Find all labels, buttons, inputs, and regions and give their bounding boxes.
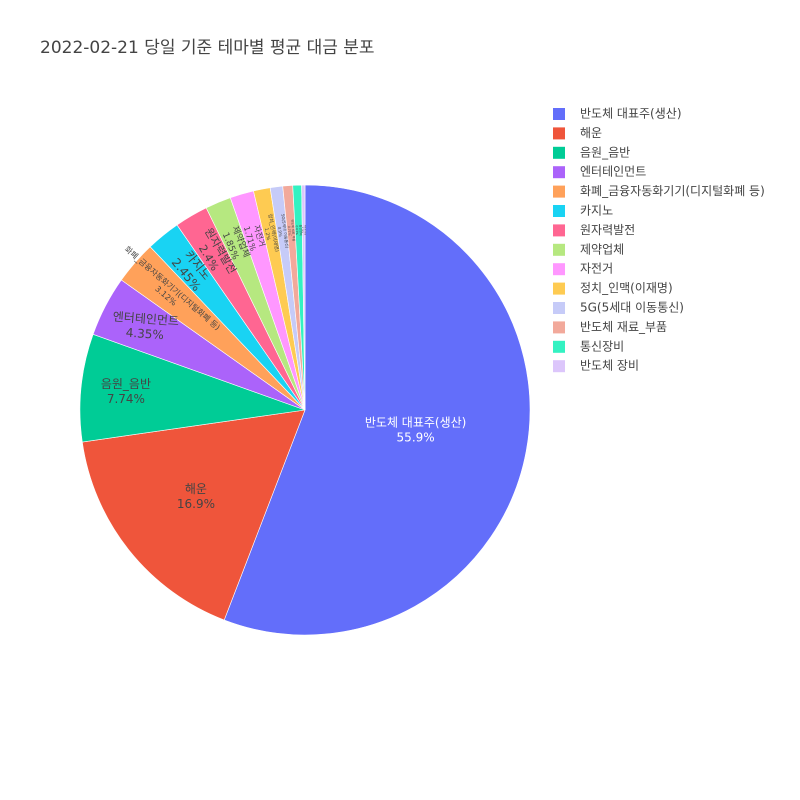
slice-label-group-13: 반도체 장비0.24%: [301, 225, 308, 235]
legend-item-4[interactable]: 화폐_금융자동화기기(디지털화폐 등): [553, 184, 765, 198]
slice-label-name: 반도체 재료_부품: [290, 219, 297, 241]
legend-item-8[interactable]: 자전거: [553, 262, 613, 276]
slice-label-name: 반도체 장비: [303, 225, 307, 235]
legend-item-10[interactable]: 5G(5세대 이동통신): [553, 301, 684, 315]
legend-swatch: [553, 224, 565, 237]
legend-swatch: [553, 302, 565, 314]
slice-label-name: 음원_음반: [101, 377, 151, 391]
legend-label: 반도체 재료_부품: [580, 320, 667, 334]
slice-label-value: 0.63%: [295, 225, 299, 235]
legend-item-9[interactable]: 정치_인맥(이재명): [553, 281, 673, 295]
legend-label: 엔터테인먼트: [580, 165, 646, 179]
slice-label-name: 5G(5세대 이동통신): [280, 213, 290, 249]
legend-swatch: [553, 340, 565, 353]
chart-title: 2022-02-21 당일 기준 테마별 평균 대금 분포: [40, 38, 375, 58]
legend-item-12[interactable]: 통신장비: [553, 339, 624, 353]
legend-swatch: [553, 127, 565, 140]
slice-label-group-11: 반도체 재료_부품0.71%: [287, 219, 297, 241]
legend-item-2[interactable]: 음원_음반: [553, 145, 630, 159]
legend-swatch: [553, 146, 565, 159]
legend-swatch: [553, 243, 565, 256]
pie-slice-2[interactable]: [79, 333, 306, 443]
slice-label-value: 1.2%: [263, 227, 271, 241]
legend-item-1[interactable]: 해운: [553, 126, 602, 140]
slice-label-group-0: 반도체 대표주(생산)55.9%: [365, 416, 467, 445]
legend-item-13[interactable]: 반도체 장비: [553, 359, 639, 373]
pie-slice-1[interactable]: [81, 409, 306, 621]
legend-label: 원자력발전: [580, 223, 635, 237]
pie-slices: [79, 184, 531, 636]
legend-label: 반도체 대표주(생산): [580, 107, 682, 121]
legend-label: 반도체 장비: [580, 359, 639, 373]
legend-swatch: [553, 205, 565, 217]
legend-item-11[interactable]: 반도체 재료_부품: [553, 320, 667, 334]
legend-item-3[interactable]: 엔터테인먼트: [553, 165, 646, 179]
legend-label: 해운: [580, 126, 602, 140]
slice-label-group-2: 음원_음반7.74%: [101, 377, 151, 406]
legend-swatch: [553, 166, 565, 179]
legend-swatch: [553, 263, 565, 276]
slice-label-value: 55.9%: [397, 430, 435, 444]
legend-label: 화폐_금융자동화기기(디지털화폐 등): [580, 184, 765, 198]
legend-item-5[interactable]: 카지노: [553, 204, 613, 218]
slice-label-value: 0.24%: [301, 227, 303, 233]
slice-label-name: 엔터테인먼트: [112, 310, 179, 329]
legend-swatch: [553, 360, 565, 373]
slice-label-value: 0.9%: [277, 226, 283, 237]
slice-label-value: 4.35%: [125, 326, 164, 343]
legend-swatch: [553, 321, 565, 334]
legend-label: 카지노: [580, 204, 613, 218]
slice-label-name: 해운: [185, 482, 207, 496]
legend-item-0[interactable]: 반도체 대표주(생산): [553, 107, 682, 121]
legend-label: 통신장비: [580, 339, 624, 353]
legend-swatch: [553, 108, 565, 120]
legend-swatch: [553, 185, 565, 198]
slice-label-value: 0.71%: [287, 226, 292, 236]
legend-item-7[interactable]: 제약업체: [553, 241, 624, 256]
legend-swatch: [553, 282, 565, 295]
legend-label: 음원_음반: [580, 145, 630, 159]
slice-label-name: 통신장비: [298, 224, 303, 235]
slice-label-value: 16.9%: [177, 497, 215, 511]
slice-label-value: 7.74%: [107, 392, 145, 406]
legend-label: 자전거: [580, 262, 613, 276]
legend-label: 제약업체: [580, 241, 624, 256]
pie-slice-13[interactable]: [301, 184, 306, 411]
legend-item-6[interactable]: 원자력발전: [553, 223, 635, 237]
legend-label: 정치_인맥(이재명): [580, 281, 673, 295]
slice-label-group-10: 5G(5세대 이동통신)0.9%: [277, 213, 291, 249]
pie-slice-0[interactable]: [223, 184, 531, 636]
slice-label-name: 반도체 대표주(생산): [365, 416, 467, 430]
legend: 반도체 대표주(생산) 해운음원_음반엔터테인먼트화폐_금융자동화기기(디지털화폐…: [553, 107, 765, 373]
legend-label: 5G(5세대 이동통신): [580, 301, 684, 315]
